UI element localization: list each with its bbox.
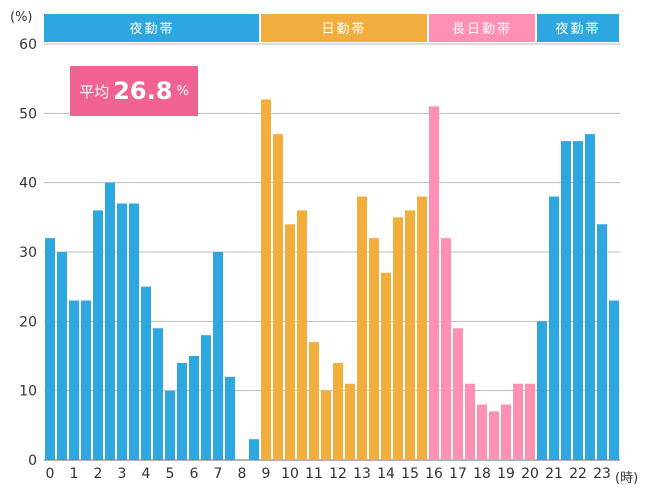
shift-band-1 bbox=[261, 14, 427, 42]
bar-47 bbox=[609, 300, 619, 460]
bar-26 bbox=[357, 196, 367, 461]
bar-2 bbox=[69, 300, 79, 460]
bar-8 bbox=[141, 286, 151, 460]
bar-28 bbox=[381, 272, 391, 460]
bar-25 bbox=[345, 383, 355, 460]
x-tick-7: 7 bbox=[214, 466, 223, 482]
x-tick-5: 5 bbox=[166, 466, 175, 482]
bar-34 bbox=[453, 328, 463, 460]
x-tick-19: 19 bbox=[497, 466, 515, 482]
x-tick-0: 0 bbox=[46, 466, 55, 482]
x-tick-14: 14 bbox=[377, 466, 395, 482]
bar-37 bbox=[489, 411, 499, 460]
y-tick-50: 50 bbox=[19, 106, 37, 122]
x-tick-4: 4 bbox=[142, 466, 151, 482]
shift-band-label-2: 長日勤帯 bbox=[452, 22, 512, 37]
bar-35 bbox=[465, 383, 475, 460]
bar-6 bbox=[117, 203, 127, 460]
x-tick-9: 9 bbox=[262, 466, 271, 482]
x-tick-3: 3 bbox=[118, 466, 127, 482]
bar-13 bbox=[201, 335, 211, 460]
bar-4 bbox=[93, 210, 103, 460]
bar-11 bbox=[177, 362, 187, 460]
x-tick-17: 17 bbox=[449, 466, 467, 482]
x-tick-1: 1 bbox=[70, 466, 79, 482]
x-tick-11: 11 bbox=[305, 466, 323, 482]
x-tick-6: 6 bbox=[190, 466, 199, 482]
y-tick-20: 20 bbox=[19, 314, 37, 330]
x-tick-2: 2 bbox=[94, 466, 103, 482]
bar-10 bbox=[165, 390, 175, 460]
bar-9 bbox=[153, 328, 163, 460]
bar-3 bbox=[81, 300, 91, 460]
bar-24 bbox=[333, 362, 343, 460]
bar-14 bbox=[213, 252, 223, 460]
average-label: 平均 bbox=[79, 82, 110, 101]
x-tick-16: 16 bbox=[425, 466, 443, 482]
shift-band-label-3: 夜勤帯 bbox=[555, 22, 600, 37]
bar-45 bbox=[585, 134, 595, 460]
average-badge: 平均 26.8 % bbox=[70, 66, 198, 116]
x-tick-22: 22 bbox=[569, 466, 587, 482]
bar-18 bbox=[261, 99, 271, 460]
x-tick-23: 23 bbox=[593, 466, 611, 482]
average-value: 26.8 bbox=[113, 77, 173, 105]
bar-39 bbox=[513, 383, 523, 460]
bar-21 bbox=[297, 210, 307, 460]
y-tick-60: 60 bbox=[19, 37, 37, 53]
bar-36 bbox=[477, 404, 487, 460]
y-tick-40: 40 bbox=[19, 176, 37, 192]
bar-31 bbox=[417, 196, 427, 461]
bar-46 bbox=[597, 224, 607, 460]
bar-32 bbox=[429, 106, 439, 461]
y-tick-0: 0 bbox=[28, 453, 37, 469]
bar-42 bbox=[549, 196, 559, 461]
x-tick-13: 13 bbox=[353, 466, 371, 482]
bar-40 bbox=[525, 383, 535, 460]
y-tick-30: 30 bbox=[19, 245, 37, 261]
y-tick-10: 10 bbox=[19, 384, 37, 400]
bar-41 bbox=[537, 321, 547, 460]
shift-band-headers: 夜勤帯 日勤帯 長日勤帯 夜勤帯 bbox=[44, 14, 619, 42]
x-tick-15: 15 bbox=[401, 466, 419, 482]
shift-band-label-0: 夜勤帯 bbox=[129, 22, 174, 37]
bar-44 bbox=[573, 141, 583, 461]
x-tick-20: 20 bbox=[521, 466, 539, 482]
x-tick-12: 12 bbox=[329, 466, 347, 482]
y-axis-ticks: 0 10 20 30 40 50 60 bbox=[19, 37, 37, 469]
bar-38 bbox=[501, 404, 511, 460]
y-axis-unit: (%) bbox=[10, 10, 33, 25]
bar-43 bbox=[561, 141, 571, 461]
average-unit: % bbox=[176, 83, 189, 99]
shift-band-label-1: 日勤帯 bbox=[321, 22, 366, 37]
bar-19 bbox=[273, 134, 283, 460]
bar-22 bbox=[309, 342, 319, 460]
bar-20 bbox=[285, 224, 295, 460]
x-axis-ticks: 0 1 2 3 4 5 6 7 8 9 10 11 12 13 14 15 16 17 18 19 20 21 22 23 bbox=[46, 466, 611, 482]
bar-15 bbox=[225, 376, 235, 460]
shift-band-2 bbox=[429, 14, 535, 42]
gridlines bbox=[44, 43, 620, 461]
shift-band-3 bbox=[537, 14, 619, 42]
bar-1 bbox=[57, 252, 67, 460]
x-tick-18: 18 bbox=[473, 466, 491, 482]
bars bbox=[45, 99, 619, 461]
x-axis-unit: (時) bbox=[615, 471, 638, 486]
bar-33 bbox=[441, 238, 451, 460]
bar-30 bbox=[405, 210, 415, 460]
bar-29 bbox=[393, 217, 403, 460]
bar-7 bbox=[129, 203, 139, 460]
bar-17 bbox=[249, 439, 259, 460]
shift-band-0 bbox=[44, 14, 259, 42]
bar-0 bbox=[45, 238, 55, 460]
x-tick-8: 8 bbox=[238, 466, 247, 482]
bar-5 bbox=[105, 182, 115, 460]
x-tick-21: 21 bbox=[545, 466, 563, 482]
x-tick-10: 10 bbox=[281, 466, 299, 482]
bar-12 bbox=[189, 356, 199, 460]
bar-27 bbox=[369, 238, 379, 460]
bar-23 bbox=[321, 390, 331, 460]
